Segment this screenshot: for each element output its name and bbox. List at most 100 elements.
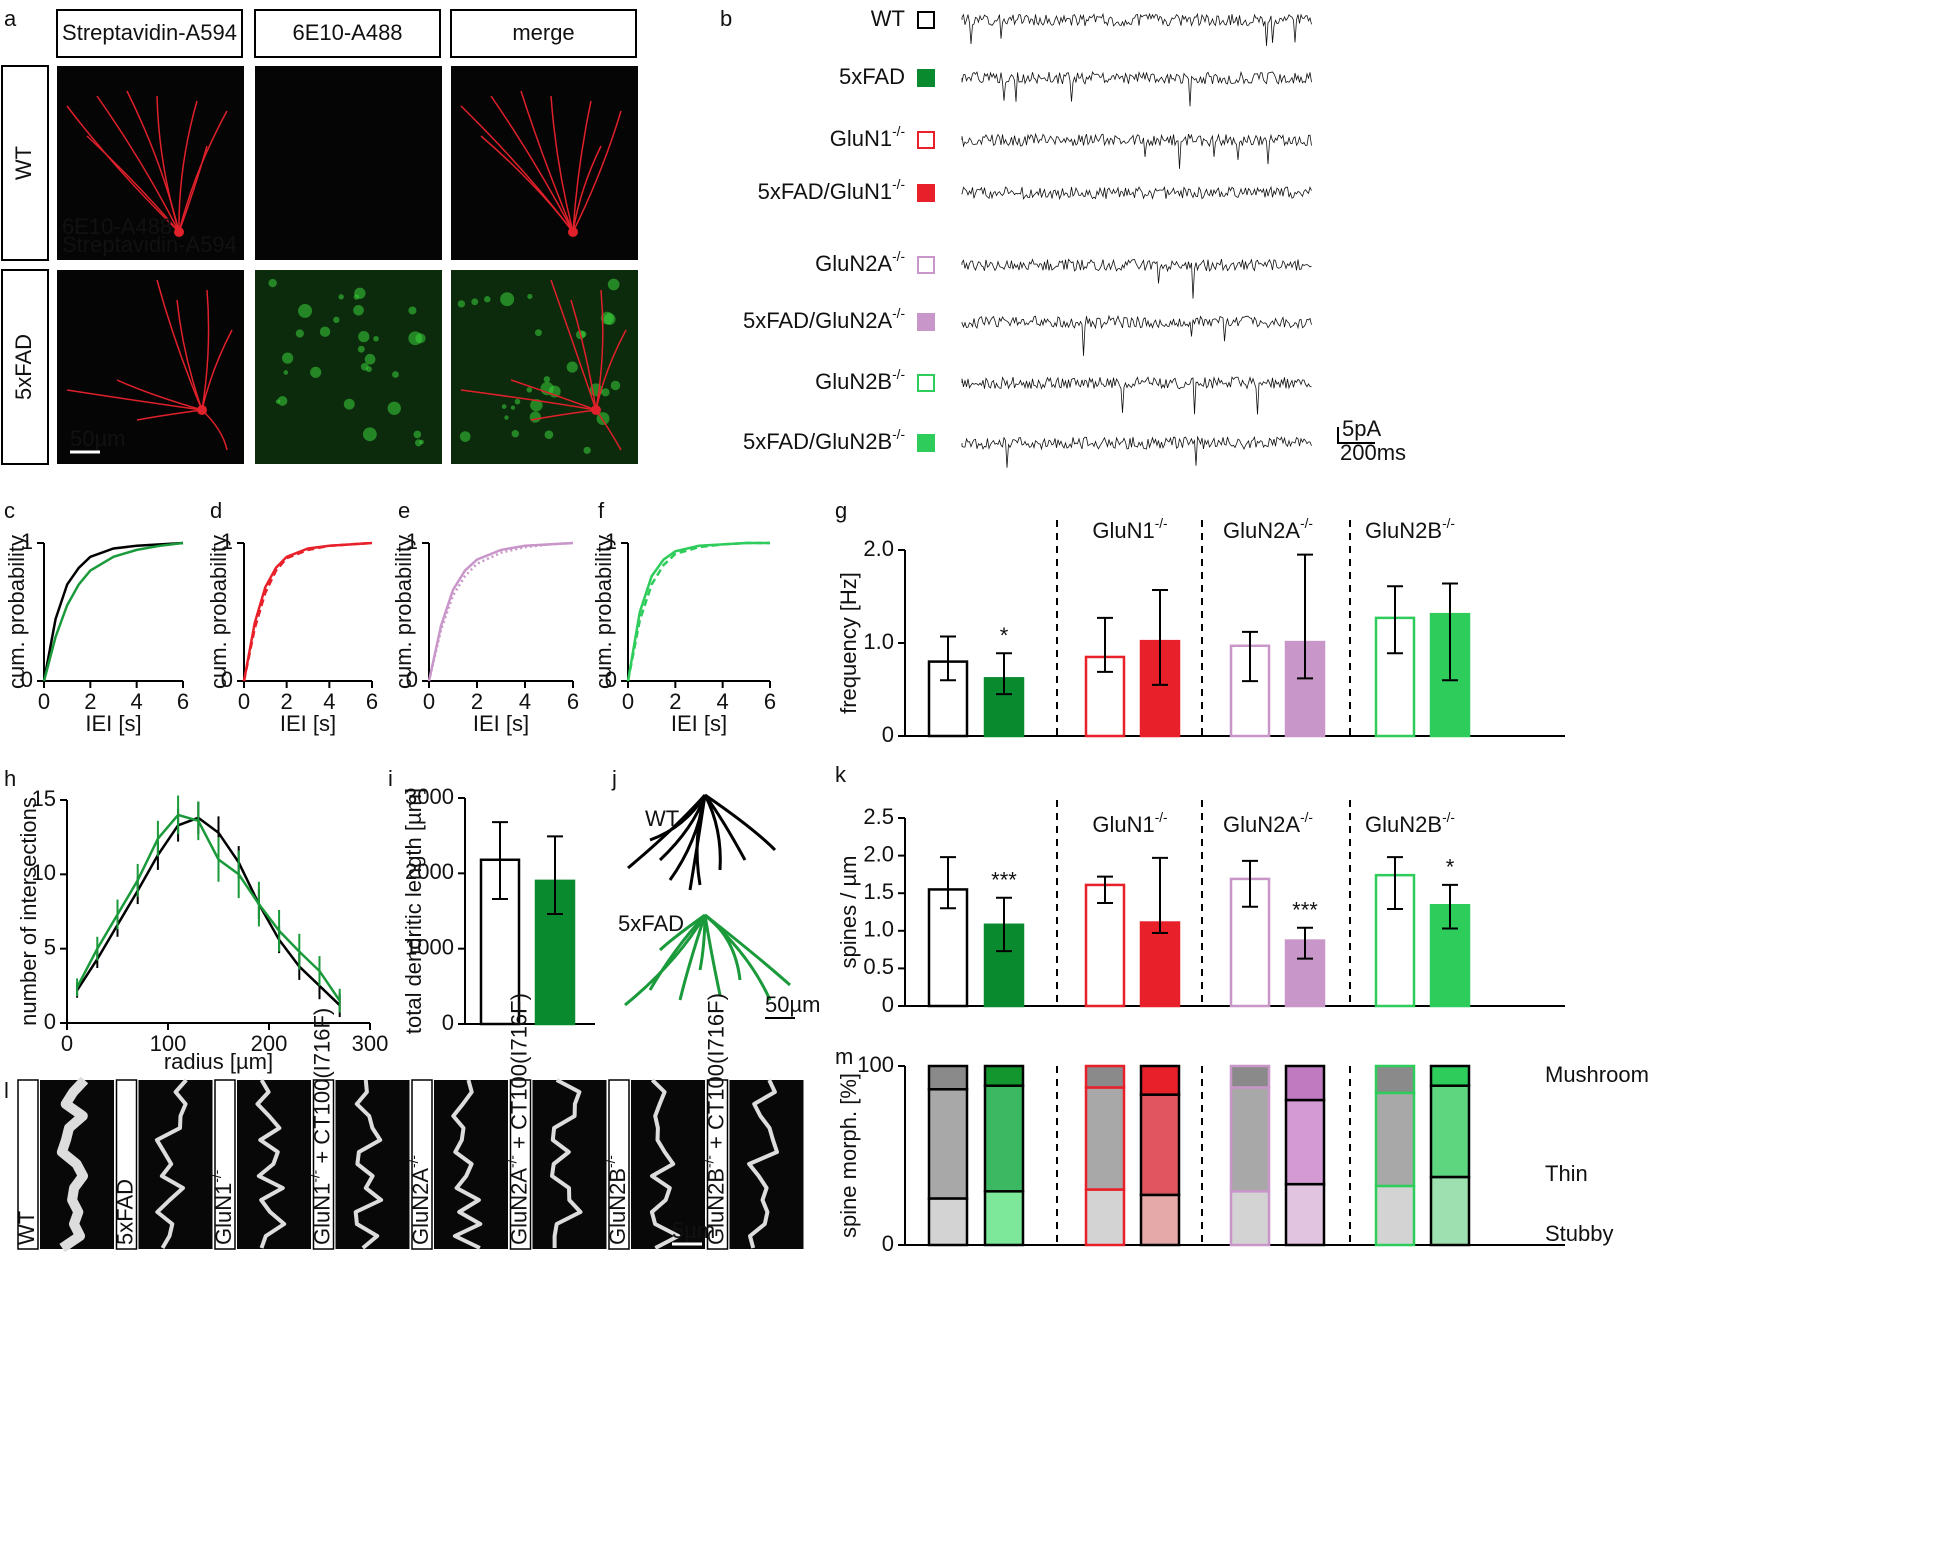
y-tick-label: 1.5 [863,879,894,904]
amyloid-spot [583,446,591,454]
panel-letter: k [835,762,847,787]
soma [174,227,184,237]
trace-label: GluN1-/- [830,124,905,151]
strip-label: GluN1-/- [209,1170,236,1245]
scale-label: 5pA [1342,416,1381,441]
panel-letter: f [598,498,605,523]
data-line [242,541,373,682]
column-header: 6E10-A488 [292,20,402,45]
bar-segment [1429,1064,1471,1087]
column-header: merge [512,20,574,45]
trace-marker [917,184,935,202]
segment-label: Mushroom [1545,1062,1649,1087]
amyloid-spot [319,326,331,337]
label-part: GluN2A [1223,812,1300,837]
panel-letter: c [4,498,15,523]
x-tick-label: 4 [323,689,335,714]
scale-label: 50µm [70,426,125,451]
y-tick-label: 1 [221,529,233,554]
superscript: -/- [1300,810,1313,825]
amyloid-spot [610,380,621,391]
y-tick-label: 3000 [405,784,454,809]
label-part: GluN2B [1365,518,1442,543]
bar-segment [1284,1182,1326,1247]
trace-marker [917,313,935,331]
label-part: WT [871,6,905,31]
current-trace [961,185,1312,201]
significance: * [1000,623,1009,648]
y-tick-label: 1000 [405,934,454,959]
label-part: GluN2A [815,251,892,276]
superscript: -/- [892,124,905,139]
label-part: GluN2A [408,1168,433,1245]
significance: *** [1292,898,1318,923]
amyloid-spot [543,376,551,383]
traced-dendrite [704,913,791,987]
bar [1429,903,1471,1008]
dendrite [550,95,574,233]
label-part: GluN2A [506,1168,531,1245]
row-header-box [1,65,49,261]
column-header-box [254,9,441,58]
trace-label: 5xFAD/GluN2B-/- [743,427,905,454]
error-bar [547,835,563,916]
dendrite [136,409,203,421]
amyloid-spot [530,398,543,412]
bar-segment [1284,1064,1326,1102]
y-tick-label: 2.5 [863,804,894,829]
dendrite [595,289,604,411]
amyloid-spot [373,335,379,342]
panel-letter: m [835,1044,853,1069]
amyloid-spot [601,388,610,397]
x-tick-label: 6 [567,689,579,714]
trace-marker [917,69,935,87]
error-bar [1442,883,1458,930]
scale-label: 5µm [672,1218,715,1243]
amyloid-spot [419,439,424,445]
bar-segment [983,1084,1025,1193]
label-part: GluN1 [830,126,892,151]
bar [1139,921,1181,1008]
error-bar [1442,582,1458,682]
bar-segment [1139,1064,1181,1096]
x-tick-label: 2 [84,689,96,714]
y-tick-label: 10 [32,860,56,885]
micrograph [451,270,638,464]
error-bar [1152,588,1168,686]
y-tick-label: 0 [605,667,617,692]
dendrite [116,379,203,411]
x-tick-label: 100 [150,1031,187,1056]
column-header: Streptavidin-A594 [62,20,237,45]
amyloid-spot [500,292,515,307]
amyloid-spot [504,415,509,420]
y-tick-label: 1.0 [863,917,894,942]
dendrite [201,329,233,411]
error-bar [492,821,508,900]
strip-label: WT [14,1211,39,1245]
amyloid-spot [354,287,366,299]
label-part: GluN2A [1223,518,1300,543]
dendrite [178,100,198,233]
dendrite [572,100,592,233]
amyloid-spot [283,370,289,375]
amyloid-spot [268,278,277,288]
x-tick-label: 6 [366,689,378,714]
dendrite [96,95,180,233]
amyloid-spot [527,293,533,300]
label-box [509,1079,532,1250]
dendrite-segment [255,1078,287,1249]
amyloid-spot [275,399,281,404]
y-axis-label: cum. probability [206,535,231,689]
trace-label: WT [871,6,905,31]
traced-dendrite [649,794,707,842]
y-tick-label: 0.5 [863,954,894,979]
current-trace [961,376,1312,415]
significance: * [1446,855,1455,880]
x-axis-label: radius [µm] [164,1049,273,1074]
amyloid-spot [457,300,466,308]
label-part: GluN1 [309,1183,334,1245]
label-part: + CT100(I716F) [309,1008,334,1170]
amyloid-spot [501,404,507,409]
x-tick-label: 300 [352,1031,389,1056]
